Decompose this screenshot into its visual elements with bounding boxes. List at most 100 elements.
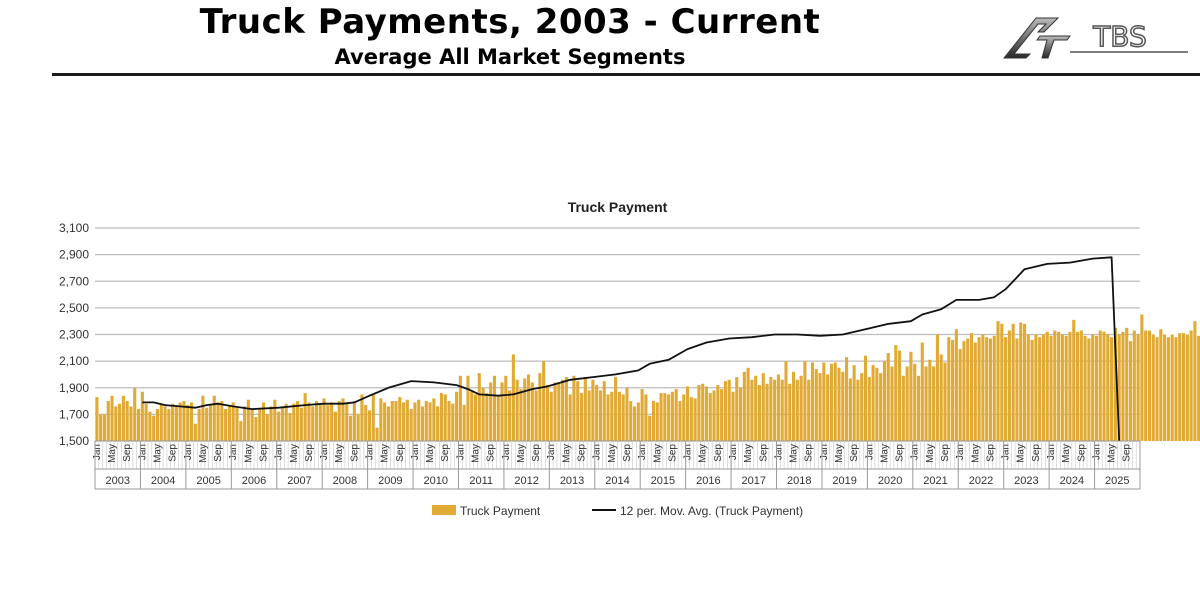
bar: [1181, 333, 1186, 441]
year-label: 2012: [514, 475, 538, 487]
bar: [163, 406, 167, 441]
month-tick-label: Sep: [304, 444, 315, 462]
year-label: 2004: [151, 475, 175, 487]
bar: [530, 382, 534, 441]
bar: [1117, 334, 1121, 441]
bar: [856, 379, 860, 441]
bar: [273, 399, 277, 441]
bar: [1053, 330, 1057, 441]
month-tick-label: May: [471, 444, 482, 463]
bar: [928, 359, 932, 441]
bar: [977, 337, 981, 441]
month-tick-label: Jan: [319, 444, 330, 460]
year-label: 2024: [1060, 475, 1084, 487]
bar: [894, 345, 898, 441]
bar: [655, 402, 659, 441]
bar: [1030, 339, 1034, 441]
bar: [837, 367, 841, 441]
month-tick-label: Jan: [274, 444, 285, 460]
year-label: 2019: [832, 475, 856, 487]
bar: [246, 399, 250, 441]
bar: [901, 375, 905, 441]
bar: [1102, 331, 1106, 441]
bar: [1163, 334, 1167, 441]
month-tick-label: Sep: [122, 444, 133, 462]
bar: [1045, 331, 1049, 441]
bar: [352, 401, 356, 441]
month-tick-label: Jan: [910, 444, 921, 460]
bar: [916, 375, 921, 441]
bar: [905, 366, 909, 441]
bar: [557, 383, 561, 441]
bar: [807, 379, 811, 441]
y-tick-label: 2,100: [59, 354, 89, 368]
bar: [943, 362, 947, 441]
bar: [985, 337, 989, 441]
year-label: 2007: [287, 475, 311, 487]
bar: [1034, 334, 1038, 441]
bar: [193, 423, 197, 441]
bar: [500, 382, 504, 441]
bar: [375, 427, 379, 441]
year-label: 2003: [105, 475, 129, 487]
bar: [1128, 341, 1133, 441]
bar: [413, 402, 417, 441]
bar: [451, 403, 455, 441]
y-tick-label: 2,900: [59, 248, 89, 262]
bar: [682, 394, 686, 441]
bar: [765, 383, 769, 441]
month-tick-label: May: [834, 444, 845, 463]
bar: [466, 375, 470, 441]
month-tick-label: Sep: [258, 444, 269, 462]
month-tick-label: Jan: [773, 444, 784, 460]
month-tick-label: Jan: [92, 444, 103, 460]
bar: [538, 373, 542, 441]
bar: [205, 407, 209, 441]
bar: [189, 402, 194, 441]
bar: [1000, 323, 1004, 441]
month-tick-label: May: [743, 444, 754, 463]
bar: [988, 338, 992, 441]
y-tick-label: 2,300: [59, 328, 89, 342]
bar: [632, 406, 637, 441]
bar: [428, 402, 432, 441]
bar: [1151, 334, 1155, 441]
bar: [871, 365, 875, 441]
bar: [598, 390, 603, 441]
bar: [860, 373, 864, 441]
legend-swatch-bars: [432, 505, 456, 515]
bar: [795, 379, 799, 441]
month-tick-label: Sep: [486, 444, 497, 462]
bar: [386, 406, 390, 441]
bar: [409, 409, 413, 441]
bar: [284, 403, 288, 441]
bar: [330, 402, 334, 441]
month-tick-label: May: [970, 444, 981, 463]
bar: [863, 355, 868, 441]
page-title: Truck Payments, 2003 - Current: [199, 2, 821, 42]
month-tick-label: May: [380, 444, 391, 463]
bar: [951, 339, 955, 441]
bar: [564, 377, 568, 441]
month-tick-label: Jan: [455, 444, 466, 460]
bar: [973, 342, 977, 441]
month-tick-label: May: [1061, 444, 1072, 463]
month-tick-label: Sep: [1122, 444, 1133, 462]
month-tick-label: May: [289, 444, 300, 463]
month-tick-label: Jan: [183, 444, 194, 460]
bar: [371, 394, 375, 441]
month-tick-label: Jan: [501, 444, 512, 460]
year-label: 2021: [923, 475, 947, 487]
bar: [133, 387, 137, 441]
bar: [144, 403, 148, 441]
bar: [685, 386, 690, 441]
bar: [1170, 334, 1174, 441]
bar: [299, 407, 303, 441]
bar: [337, 401, 341, 441]
bar: [1068, 331, 1072, 441]
bar: [879, 373, 883, 441]
bar: [367, 410, 372, 441]
bar: [303, 393, 307, 441]
month-tick-label: Sep: [849, 444, 860, 462]
bar: [322, 398, 326, 441]
